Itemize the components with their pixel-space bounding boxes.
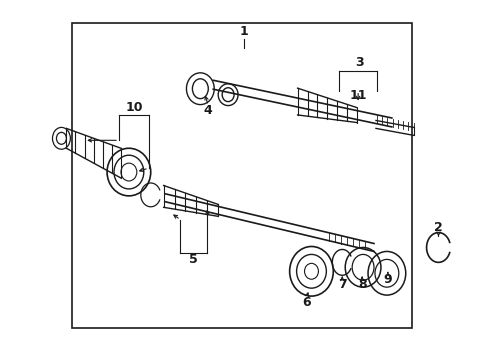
Text: 7: 7: [337, 278, 346, 291]
Text: 9: 9: [383, 273, 391, 286]
Text: 5: 5: [189, 253, 197, 266]
Bar: [72, 23, 411, 328]
Text: 1: 1: [239, 24, 248, 38]
Text: 8: 8: [357, 278, 366, 291]
Text: 6: 6: [302, 296, 310, 309]
Text: 11: 11: [348, 89, 366, 102]
Text: 10: 10: [125, 101, 142, 114]
Text: 2: 2: [433, 221, 442, 234]
Text: 4: 4: [203, 104, 212, 117]
Text: 3: 3: [354, 57, 363, 69]
